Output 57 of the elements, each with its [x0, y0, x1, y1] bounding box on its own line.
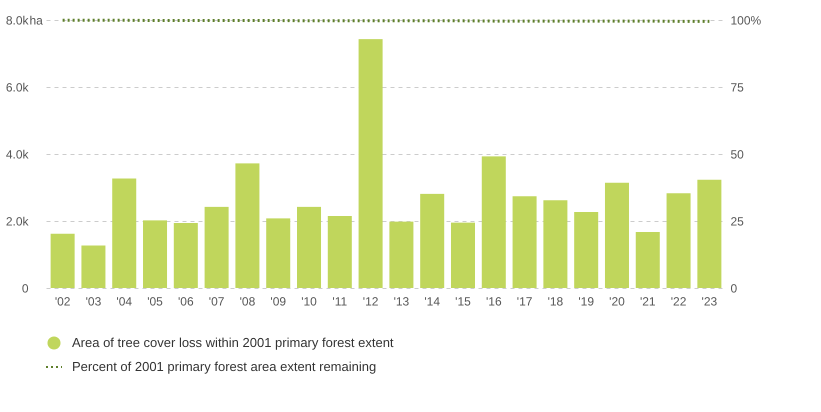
y-tick-label: 0	[22, 282, 29, 296]
bar	[81, 245, 106, 288]
x-tick-label: '20	[609, 294, 626, 308]
x-tick-label: '09	[270, 294, 286, 308]
bar	[604, 182, 629, 288]
y-tick-label: 8.0k	[6, 14, 30, 28]
bar	[450, 222, 476, 288]
x-tick-label: '05	[147, 294, 164, 308]
bar	[543, 200, 568, 288]
bar	[143, 220, 168, 288]
x-tick-label: '13	[394, 294, 410, 308]
y2-tick-label: 25	[730, 214, 744, 228]
bar	[235, 163, 260, 288]
x-tick-label: '15	[455, 294, 472, 308]
bar	[482, 156, 506, 288]
legend-label: Percent of 2001 primary forest area extent remaining	[72, 359, 376, 374]
bar	[112, 178, 136, 288]
bar	[328, 216, 352, 288]
y-tick-label: 4.0k	[6, 148, 30, 162]
x-tick-label: '12	[362, 294, 379, 308]
bar	[266, 218, 290, 288]
y2-tick-label: 100%	[730, 14, 762, 28]
bar	[574, 212, 598, 288]
x-tick-label: '08	[240, 294, 256, 308]
x-tick-label: '19	[578, 294, 594, 308]
x-tick-label: '04	[116, 294, 132, 308]
x-tick-label: '18	[548, 294, 564, 308]
x-tick-label: '11	[332, 294, 348, 308]
bar	[296, 206, 322, 288]
bar	[358, 39, 383, 288]
bar	[697, 180, 722, 288]
bar	[512, 196, 537, 288]
bar	[50, 234, 75, 288]
bar	[204, 206, 229, 288]
x-tick-label: '06	[178, 294, 194, 308]
x-tick-label: '03	[86, 294, 102, 308]
x-tick-label: '22	[670, 294, 687, 308]
bar	[174, 223, 198, 288]
x-tick-label: '07	[208, 294, 225, 308]
y-tick-label: 2.0k	[6, 214, 30, 228]
bar	[666, 193, 691, 288]
x-tick-label: '16	[486, 294, 502, 308]
y-tick-label: 6.0k	[6, 80, 30, 94]
x-tick-label: '17	[516, 294, 533, 308]
x-tick-label: '02	[54, 294, 71, 308]
x-tick-label: '21	[640, 294, 656, 308]
bar	[389, 222, 414, 288]
x-tick-label: '14	[424, 294, 440, 308]
y-axis-title: ha	[30, 14, 44, 28]
y2-tick-label: 0	[730, 282, 738, 296]
x-tick-label: '23	[702, 294, 718, 308]
legend-label: Area of tree cover loss within 2001 primary forest extent	[72, 335, 394, 350]
y2-tick-label: 50	[730, 148, 744, 162]
bar	[420, 194, 444, 288]
y2-tick-label: 75	[730, 80, 744, 94]
bar	[636, 232, 660, 288]
x-tick-label: '10	[301, 294, 318, 308]
